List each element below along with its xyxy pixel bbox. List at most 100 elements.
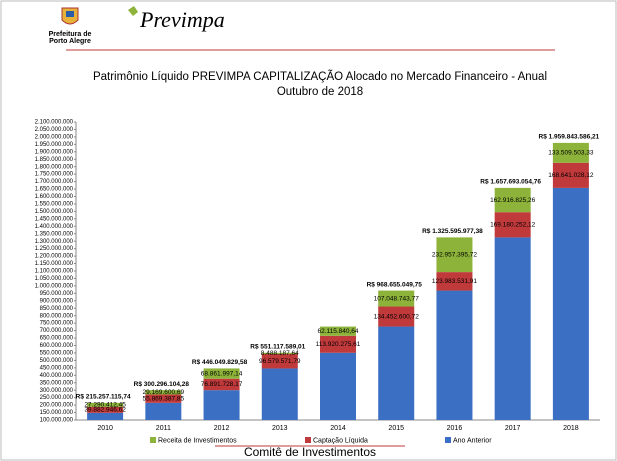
legend-swatch (305, 437, 311, 443)
bar-segment (436, 237, 473, 273)
y-tick-label: 2.050.000.000 (35, 127, 74, 133)
data-label: 96.579.571,79 (259, 358, 301, 365)
data-label: 162.916.825,26 (490, 197, 536, 204)
y-tick-label: 1.700.000.000 (35, 179, 74, 185)
y-tick-label: 950.000.000 (40, 291, 74, 297)
data-label: 29.169.600,69 (143, 389, 185, 396)
bar-segment (87, 402, 124, 407)
bar-segment (378, 306, 415, 327)
bar-segment (552, 142, 589, 163)
total-label: R$ 1.959.843.586,21 (539, 134, 600, 141)
data-label: 27.290.412,45 (84, 402, 126, 409)
data-label: 232.957.395,72 (432, 251, 478, 258)
bar-segment (203, 390, 240, 420)
bar-segment (494, 237, 531, 420)
brand: Previmpa (139, 7, 225, 32)
data-label: 168.641.028,12 (548, 172, 594, 179)
total-label: R$ 551.117.589,01 (250, 344, 305, 351)
data-label: 107.048.743,77 (374, 295, 420, 302)
y-tick-label: 1.150.000.000 (35, 261, 74, 267)
y-tick-label: 1.850.000.000 (35, 157, 74, 163)
org-line2: Porto Alegre (49, 38, 91, 45)
y-tick-label: 100.000.000 (40, 418, 74, 424)
y-tick-label: 1.000.000.000 (35, 283, 74, 289)
y-tick-label: 1.500.000.000 (35, 209, 74, 215)
total-label: R$ 215.257.115,74 (76, 394, 131, 401)
bar-segment (436, 272, 473, 291)
data-label: 169.180.252,12 (490, 222, 536, 229)
total-label: R$ 1.657.693.054,76 (480, 179, 541, 186)
bar-segment (378, 290, 415, 307)
x-tick-label: 2017 (505, 425, 521, 432)
bar-segment (145, 390, 182, 395)
y-tick-label: 1.200.000.000 (35, 254, 74, 260)
bar-segment (87, 406, 124, 413)
y-tick-label: 1.250.000.000 (35, 246, 74, 252)
y-tick-label: 550.000.000 (40, 351, 74, 357)
y-tick-label: 850.000.000 (40, 306, 74, 312)
y-tick-label: 150.000.000 (40, 410, 74, 416)
chart-title: Patrimônio Líquido PREVIMPA CAPITALIZAÇÃ… (93, 70, 547, 83)
city-logo (61, 7, 79, 25)
bar-segment (436, 290, 473, 420)
legend-swatch (445, 437, 451, 443)
data-label: 55.869.387,85 (143, 395, 185, 402)
bar-segment (320, 326, 356, 336)
y-tick-label: 350.000.000 (40, 380, 74, 386)
total-label: R$ 968.655.049,75 (367, 281, 423, 288)
bar-segment (320, 352, 356, 420)
y-tick-label: 1.950.000.000 (35, 142, 74, 148)
total-label: R$ 1.325.595.977,38 (422, 228, 483, 235)
legend-swatch (150, 437, 156, 443)
bar-segment (145, 402, 182, 420)
bar-segment (378, 326, 415, 420)
y-tick-label: 1.750.000.000 (35, 172, 74, 178)
y-tick-label: 1.600.000.000 (35, 194, 74, 200)
y-tick-label: 750.000.000 (40, 321, 74, 327)
brand-icon (128, 6, 138, 16)
y-tick-label: 650.000.000 (40, 336, 74, 342)
total-label: R$ 446.049.829,58 (192, 359, 248, 366)
total-label: R$ 300.296.104,28 (134, 381, 190, 388)
y-tick-label: 1.800.000.000 (35, 164, 74, 170)
y-tick-label: 250.000.000 (40, 395, 74, 401)
y-tick-label: 1.450.000.000 (35, 216, 74, 222)
y-tick-label: 1.550.000.000 (35, 202, 74, 208)
x-tick-label: 2014 (330, 425, 346, 432)
y-tick-label: 500.000.000 (40, 358, 74, 364)
x-tick-label: 2018 (563, 425, 579, 432)
org-line1: Prefeitura de (49, 31, 92, 38)
bar-segment (494, 187, 531, 213)
data-label: 68.861.997,14 (201, 370, 243, 377)
footer: Comitê de Investimentos (244, 445, 376, 459)
x-tick-label: 2011 (156, 425, 171, 432)
y-tick-label: 800.000.000 (40, 313, 74, 319)
bar-segment (552, 162, 589, 188)
bar-segment (261, 368, 298, 420)
data-label: 8.488.187,64 (261, 350, 299, 357)
bar-segment (87, 412, 124, 420)
y-tick-label: 1.650.000.000 (35, 187, 74, 193)
bar-segment (203, 378, 240, 391)
y-tick-label: 1.300.000.000 (35, 239, 74, 245)
y-tick-label: 1.400.000.000 (35, 224, 74, 230)
y-tick-label: 1.050.000.000 (35, 276, 74, 282)
bar-segment (203, 368, 240, 379)
y-tick-label: 1.900.000.000 (35, 149, 74, 155)
bar-segment (145, 394, 182, 403)
y-tick-label: 2.000.000.000 (35, 134, 74, 140)
y-tick-label: 2.100.000.000 (35, 120, 74, 126)
data-label: 113.920.275,61 (316, 341, 361, 348)
chart-subtitle: Outubro de 2018 (277, 86, 363, 98)
data-label: 123.983.531,91 (432, 278, 478, 285)
y-tick-label: 1.100.000.000 (35, 269, 74, 275)
x-tick-label: 2016 (447, 425, 463, 432)
data-label: 133.509.503,33 (548, 150, 594, 157)
y-tick-label: 400.000.000 (40, 373, 74, 379)
bar-segment (261, 354, 298, 369)
data-label: 134.452.600,72 (374, 313, 420, 320)
x-tick-label: 2015 (388, 425, 404, 432)
y-tick-label: 900.000.000 (40, 298, 74, 304)
bar-segment (552, 187, 589, 420)
